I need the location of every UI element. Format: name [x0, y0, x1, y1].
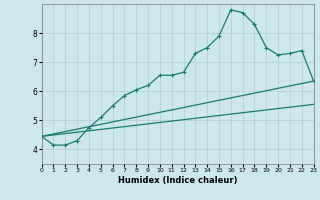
- X-axis label: Humidex (Indice chaleur): Humidex (Indice chaleur): [118, 176, 237, 185]
